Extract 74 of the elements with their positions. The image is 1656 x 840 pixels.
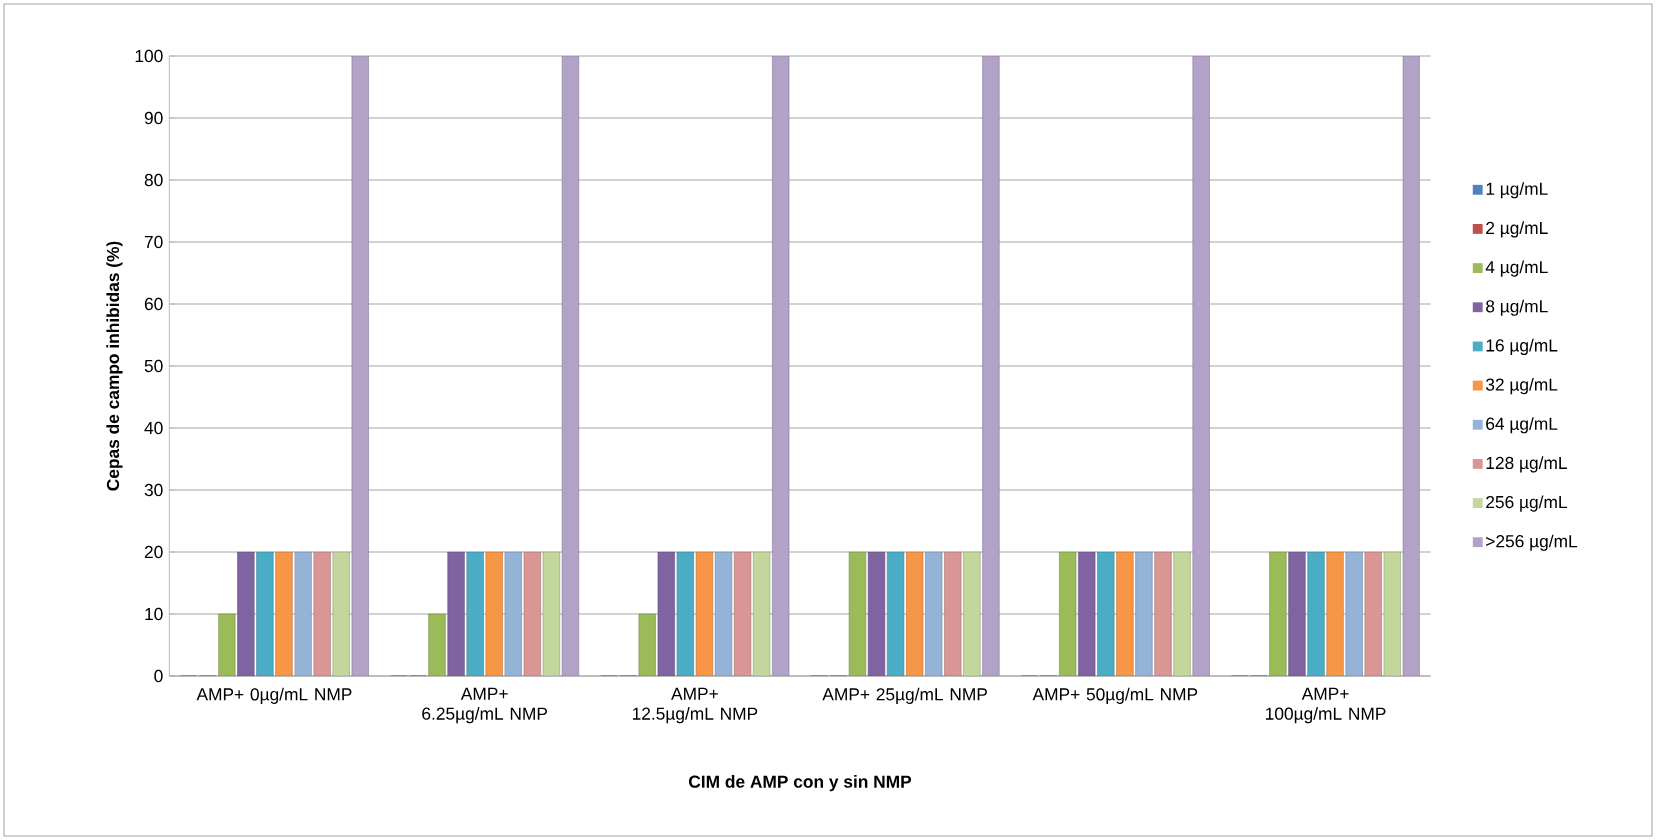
bar xyxy=(1307,551,1325,676)
y-tick-label: 70 xyxy=(144,235,163,249)
y-tick-label: 10 xyxy=(145,607,163,621)
bar xyxy=(714,551,733,676)
x-tick-label: AMP+ 25µg/mL NMP xyxy=(822,687,987,704)
x-tick-label: AMP+ 0µg/mL NMP xyxy=(196,687,352,704)
bar xyxy=(676,551,694,676)
bar xyxy=(428,613,446,676)
bar xyxy=(982,56,1000,676)
bar xyxy=(1116,551,1134,676)
bar xyxy=(848,551,867,676)
y-tick-label: 80 xyxy=(144,173,163,187)
bar xyxy=(466,551,484,676)
legend-label: 32 µg/mL xyxy=(1485,377,1558,395)
legend-label: 8 µg/mL xyxy=(1486,299,1548,316)
bar xyxy=(332,551,350,676)
bar xyxy=(1383,551,1401,676)
bar xyxy=(237,551,255,676)
y-tick-label: 60 xyxy=(144,297,163,311)
bar xyxy=(1173,551,1191,676)
y-tick-label: 50 xyxy=(144,359,163,373)
legend-label: 64 µg/mL xyxy=(1486,417,1558,434)
bar xyxy=(1097,551,1115,676)
bar xyxy=(1192,56,1210,676)
x-axis-title: CIM de AMP con y sin NMP xyxy=(689,775,912,792)
bar xyxy=(561,56,580,676)
bar xyxy=(1269,551,1287,676)
bar xyxy=(218,613,236,676)
bar xyxy=(1326,551,1344,676)
legend-label: 2 µg/mL xyxy=(1486,221,1548,238)
bar xyxy=(963,551,981,676)
x-tick-label: AMP+ 100µg/mL NMP xyxy=(1266,687,1386,724)
bar xyxy=(1059,551,1077,676)
y-tick-label: 20 xyxy=(144,545,163,559)
y-tick-label: 30 xyxy=(144,483,163,497)
bar xyxy=(294,551,312,676)
bar xyxy=(925,551,943,676)
bar xyxy=(313,551,331,676)
bar xyxy=(1078,551,1096,676)
bar xyxy=(772,56,790,676)
bar xyxy=(733,551,752,676)
bar xyxy=(1154,551,1172,676)
y-tick-label: 0 xyxy=(154,669,163,683)
x-tick-label: AMP+ 50µg/mL NMP xyxy=(1032,687,1198,704)
y-tick-label: 40 xyxy=(144,421,163,435)
bar xyxy=(1345,551,1363,676)
y-tick-label: 90 xyxy=(144,111,163,125)
bar xyxy=(275,551,293,676)
bar xyxy=(638,613,656,676)
bar xyxy=(351,56,369,676)
x-tick-label: AMP+ 6.25µg/mL NMP xyxy=(422,687,548,724)
y-tick-label: 100 xyxy=(135,49,163,63)
x-tick-label: AMP+ 12.5µg/mL NMP xyxy=(632,687,758,724)
legend-label: 4 µg/mL xyxy=(1485,260,1548,277)
bar xyxy=(504,551,522,676)
legend-label: 1 µg/mL xyxy=(1486,182,1548,199)
bar xyxy=(256,551,274,676)
bar xyxy=(542,551,561,676)
bar xyxy=(1135,551,1153,676)
legend-label: 16 µg/mL xyxy=(1486,338,1558,355)
legend-label: 256 µg/mL xyxy=(1486,495,1567,512)
bar xyxy=(753,551,771,676)
bar xyxy=(523,551,541,676)
legend-label: 128 µg/mL xyxy=(1486,456,1567,473)
bar xyxy=(447,551,465,676)
y-axis-title: Cepas de campo inhibidas (%) xyxy=(106,241,123,491)
bar xyxy=(867,551,886,676)
legend-label: >256 µg/mL xyxy=(1486,534,1578,551)
bar xyxy=(1364,551,1382,676)
bar xyxy=(1402,56,1420,676)
bar xyxy=(657,551,675,676)
bar xyxy=(1288,551,1306,676)
bar xyxy=(886,551,905,676)
bar xyxy=(944,551,962,676)
